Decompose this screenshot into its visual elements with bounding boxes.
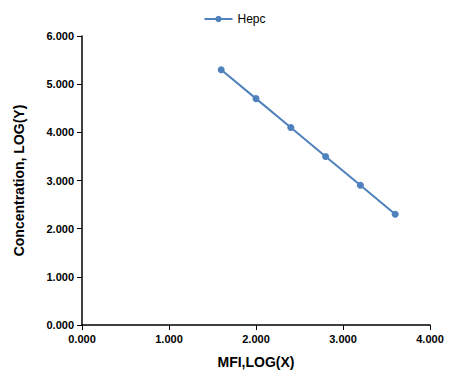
- svg-text:0.000: 0.000: [68, 333, 96, 345]
- svg-text:5.000: 5.000: [46, 78, 74, 90]
- svg-text:4.000: 4.000: [416, 333, 444, 345]
- svg-text:MFI,LOG(X): MFI,LOG(X): [218, 354, 295, 370]
- svg-text:6.000: 6.000: [46, 30, 74, 42]
- svg-text:3.000: 3.000: [46, 175, 74, 187]
- svg-text:4.000: 4.000: [46, 126, 74, 138]
- svg-text:1.000: 1.000: [155, 333, 183, 345]
- svg-text:Concentration, LOG(Y): Concentration, LOG(Y): [11, 105, 27, 257]
- svg-text:Hepc: Hepc: [237, 12, 265, 26]
- svg-text:2.000: 2.000: [242, 333, 270, 345]
- svg-text:3.000: 3.000: [329, 333, 357, 345]
- svg-text:0.000: 0.000: [46, 319, 74, 331]
- svg-text:2.000: 2.000: [46, 223, 74, 235]
- svg-text:1.000: 1.000: [46, 271, 74, 283]
